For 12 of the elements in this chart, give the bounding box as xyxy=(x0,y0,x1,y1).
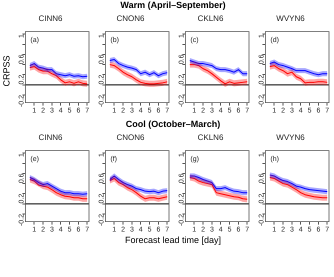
chart-title: CINN6 xyxy=(38,14,64,24)
x-axis-title: Forecast lead time [day] xyxy=(124,235,222,246)
chart-title: CKLN6 xyxy=(198,133,224,142)
chart-title: WVYN6 xyxy=(276,14,306,24)
chart-subtitle: Warm (April–September) xyxy=(119,0,227,11)
chart-title: CNON6 xyxy=(116,14,146,24)
chart-subtitle: Cool (October–March) xyxy=(124,119,222,130)
chart-title: CINN6 xyxy=(38,133,64,142)
chart-title: WVYN6 xyxy=(276,133,306,142)
y-axis-title: CRPSS xyxy=(1,54,12,86)
chart-title: CKLN6 xyxy=(198,14,224,24)
chart-title: CNON6 xyxy=(116,133,146,142)
